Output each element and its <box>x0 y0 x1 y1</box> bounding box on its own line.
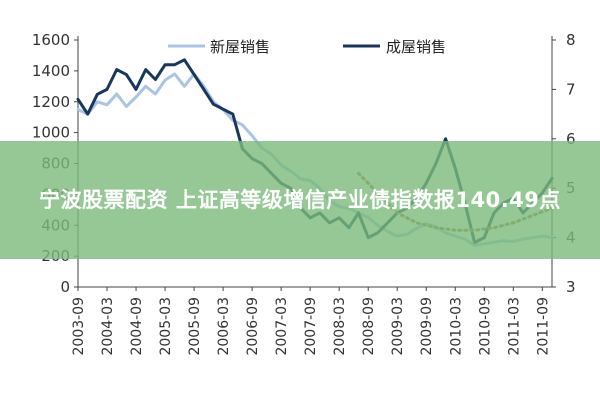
left-tick-label: 1200 <box>32 93 70 111</box>
right-tick-label: 6 <box>566 130 576 148</box>
x-tick-label: 2008-03 <box>332 297 348 356</box>
left-tick-label: 0 <box>60 278 70 296</box>
x-tick-label: 2009-03 <box>390 297 406 356</box>
chart-legend: 新屋销售 成屋销售 <box>168 38 446 56</box>
x-tick-label: 2010-09 <box>477 297 493 356</box>
x-tick-label: 2011-03 <box>506 297 522 356</box>
x-tick-label: 2007-03 <box>274 297 290 356</box>
x-tick-label: 2008-09 <box>361 297 377 356</box>
right-tick-label: 8 <box>566 31 576 49</box>
x-tick-label: 2006-03 <box>216 297 232 356</box>
headline-text: 宁波股票配资 上证高等级增信产业债指数报140.49点 <box>39 188 561 212</box>
headline-banner: 宁波股票配资 上证高等级增信产业债指数报140.49点 <box>0 141 600 259</box>
x-tick-label: 2007-09 <box>303 297 319 356</box>
left-tick-label: 1000 <box>32 124 70 142</box>
x-tick-label: 2009-09 <box>419 297 435 356</box>
right-tick-label: 7 <box>566 80 576 98</box>
x-tick-label: 2004-09 <box>129 297 145 356</box>
x-tick-label: 2004-03 <box>100 297 116 356</box>
left-tick-label: 1400 <box>32 62 70 80</box>
x-tick-label: 2003-09 <box>71 297 87 356</box>
legend-label-existing-home-sales: 成屋销售 <box>386 38 446 56</box>
left-tick-label: 1600 <box>32 31 70 49</box>
x-tick-label: 2005-03 <box>158 297 174 356</box>
right-tick-label: 3 <box>566 278 576 296</box>
legend-label-new-home-sales: 新屋销售 <box>210 38 270 56</box>
x-tick-label: 2011-09 <box>535 297 551 356</box>
x-tick-label: 2005-09 <box>187 297 203 356</box>
x-tick-label: 2010-03 <box>448 297 464 356</box>
x-tick-label: 2006-09 <box>245 297 261 356</box>
